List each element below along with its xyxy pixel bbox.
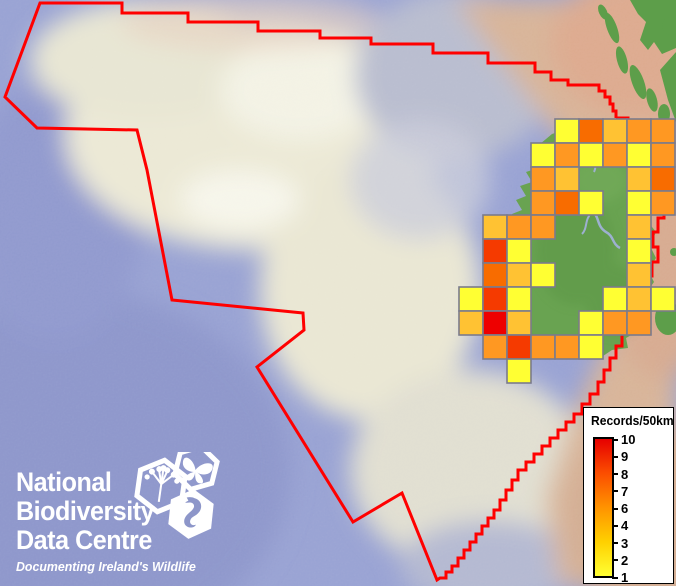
grid-cell[interactable] (578, 118, 604, 144)
grid-cell[interactable] (554, 166, 580, 192)
grid-cell[interactable] (458, 286, 484, 312)
grid-cell[interactable] (482, 238, 508, 264)
grid-cell[interactable] (602, 142, 628, 168)
legend-title: Records/50km (591, 413, 674, 428)
grid-cell[interactable] (578, 142, 604, 168)
tick-mark (612, 455, 618, 458)
legend-body: 10 9 8 7 6 4 3 2 1 (591, 433, 673, 584)
legend-tick: 1 (612, 571, 635, 584)
grid-cell[interactable] (554, 190, 580, 216)
legend-panel: Records/50km 10 9 8 7 6 4 3 2 1 (583, 407, 674, 584)
logo-line-1: National (16, 467, 112, 497)
tick-mark (612, 490, 618, 493)
nbdc-logo: National Biodiversity Data Centre Docume… (16, 452, 220, 574)
tick-mark (612, 576, 618, 579)
grid-cell[interactable] (506, 214, 532, 240)
grid-cell[interactable] (482, 214, 508, 240)
tick-label: 4 (621, 518, 629, 534)
legend-tick: 7 (612, 485, 635, 498)
grid-cell[interactable] (482, 310, 508, 336)
grid-cell[interactable] (554, 334, 580, 360)
logo-line-3: Data Centre (16, 525, 152, 555)
legend-tick: 4 (612, 519, 635, 532)
grid-cell[interactable] (506, 262, 532, 288)
grid-cell[interactable] (650, 118, 676, 144)
legend-tick: 9 (612, 450, 635, 463)
tick-label: 10 (621, 432, 636, 447)
grid-cell[interactable] (482, 334, 508, 360)
grid-cell[interactable] (626, 166, 652, 192)
legend-tick: 2 (612, 554, 635, 567)
grid-cell[interactable] (506, 334, 532, 360)
grid-cell[interactable] (578, 190, 604, 216)
grid-cell[interactable] (482, 262, 508, 288)
logo-hexagons (134, 452, 220, 539)
logo-tagline: Documenting Ireland's Wildlife (16, 559, 196, 574)
grid-cell[interactable] (626, 310, 652, 336)
grid-cell[interactable] (578, 310, 604, 336)
tick-label: 9 (621, 449, 629, 465)
grid-cell[interactable] (626, 286, 652, 312)
tick-mark (612, 438, 618, 441)
grid-cell[interactable] (626, 238, 652, 264)
grid-cell[interactable] (530, 166, 556, 192)
tick-label: 6 (621, 501, 629, 516)
grid-cell[interactable] (650, 166, 676, 192)
legend-tick: 6 (612, 502, 635, 515)
grid-cell[interactable] (482, 286, 508, 312)
tick-label: 2 (621, 552, 629, 568)
grid-cell[interactable] (626, 142, 652, 168)
grid-cell[interactable] (506, 286, 532, 312)
legend-tick-labels: 10 9 8 7 6 4 3 2 1 (612, 433, 635, 584)
grid-cell[interactable] (530, 190, 556, 216)
tick-mark (612, 542, 618, 544)
grid-cell[interactable] (650, 142, 676, 168)
grid-cell[interactable] (530, 142, 556, 168)
grid-cell[interactable] (554, 142, 580, 168)
grid-cell[interactable] (602, 286, 628, 312)
tick-mark (612, 524, 618, 527)
designated-area-boundary-line (3, 1, 674, 583)
grid-cell[interactable] (506, 238, 532, 264)
legend-tick: 10 (612, 433, 635, 446)
grid-cell[interactable] (530, 214, 556, 240)
records-grid-layer (458, 118, 676, 384)
grid-cell[interactable] (650, 190, 676, 216)
butterfly-hexagon-icon (172, 452, 220, 493)
seahorse-hexagon-icon (168, 489, 214, 539)
logo-line-2: Biodiversity (16, 496, 155, 526)
grid-cell[interactable] (626, 262, 652, 288)
tick-mark (612, 507, 618, 510)
legend-tick: 3 (612, 537, 635, 550)
tick-mark (612, 559, 618, 562)
grid-cell[interactable] (554, 118, 580, 144)
grid-cell[interactable] (530, 262, 556, 288)
tick-label: 3 (621, 535, 629, 551)
grid-cell[interactable] (650, 286, 676, 312)
grid-cell[interactable] (626, 214, 652, 240)
grid-cell[interactable] (506, 310, 532, 336)
legend-tick: 8 (612, 468, 635, 481)
legend-colorbar (593, 437, 614, 578)
grid-cell[interactable] (626, 190, 652, 216)
grid-cell[interactable] (602, 310, 628, 336)
tick-label: 7 (621, 483, 629, 499)
tree-hexagon-icon (134, 457, 188, 515)
tick-label: 1 (621, 570, 629, 585)
grid-cell[interactable] (458, 310, 484, 336)
grid-cell[interactable] (506, 358, 532, 384)
grid-cell[interactable] (626, 118, 652, 144)
grid-cell[interactable] (578, 334, 604, 360)
britain-coastline (598, 0, 676, 335)
tick-mark (612, 473, 618, 475)
tick-label: 8 (621, 466, 629, 482)
grid-cell[interactable] (530, 334, 556, 360)
grid-cell[interactable] (602, 118, 628, 144)
